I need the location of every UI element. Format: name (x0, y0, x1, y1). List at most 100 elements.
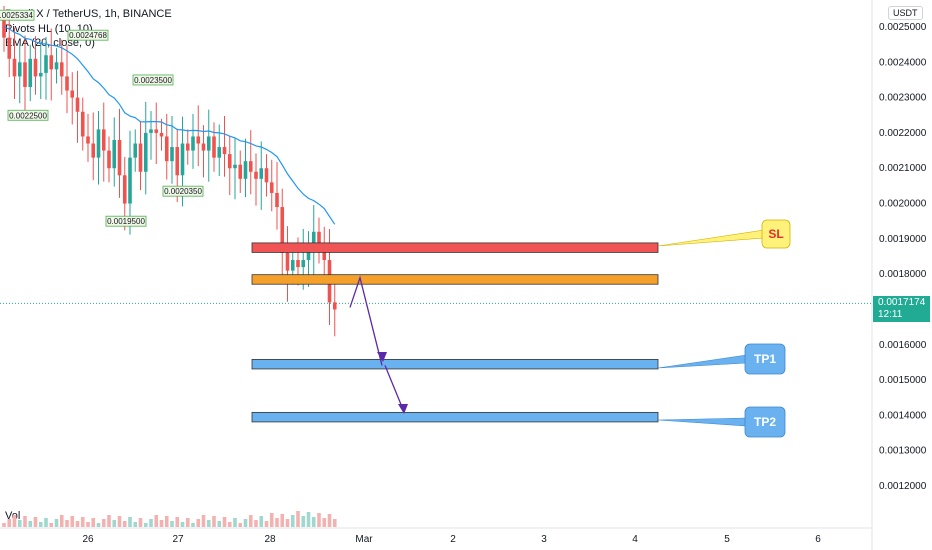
candle-body (196, 136, 201, 144)
candle-body (149, 129, 153, 133)
candle-body (128, 157, 132, 204)
candle-body (248, 161, 253, 172)
pivot-label: 0.0025334 (0, 11, 33, 20)
pivot-label-box (162, 185, 204, 197)
candle-body (154, 129, 159, 133)
entry-zone[interactable] (251, 274, 659, 285)
volume-bar (180, 522, 185, 527)
take-profit-2-callout-pointer (657, 417, 748, 427)
candle-body (264, 168, 269, 183)
volume-bar (128, 517, 132, 527)
volume-bar (65, 520, 69, 527)
candle-body (143, 132, 148, 172)
volume-bar (254, 520, 258, 527)
candle-body (217, 147, 222, 158)
volume-bar (54, 519, 59, 527)
currency-label[interactable]: USDT (888, 6, 923, 20)
candle-body (206, 136, 211, 151)
current-price-value: 0.0017174 (878, 297, 926, 308)
volume-bar (70, 516, 75, 527)
x-tick-label: 3 (541, 534, 547, 545)
volume-bar (112, 520, 117, 527)
volume-bar (2, 523, 6, 527)
volume-bar (17, 520, 22, 527)
candle-body (54, 62, 59, 70)
volume-bar (7, 519, 12, 527)
volume-bar (59, 515, 64, 527)
candle-body (164, 136, 169, 162)
volume-bar (227, 522, 232, 527)
stop-loss-callout[interactable] (761, 219, 791, 249)
candle-body (238, 164, 243, 179)
candle-body (107, 150, 111, 169)
candle-body (86, 136, 90, 144)
candle-body (275, 192, 279, 208)
candle-body (96, 129, 101, 158)
volume-bar (138, 518, 143, 527)
candle-body (227, 154, 232, 169)
volume-bar (107, 515, 111, 527)
volume-bar (91, 518, 96, 527)
pivot-label-box (105, 215, 147, 227)
volume-bar (33, 517, 38, 527)
take-profit-1-callout[interactable] (744, 343, 786, 375)
volume-bar (264, 521, 269, 527)
pivot-label-box (7, 109, 49, 121)
y-tick-label: 0.0023000 (879, 93, 927, 104)
volume-bar (275, 518, 279, 527)
y-tick-label: 0.0019000 (879, 234, 927, 245)
take-profit-2-callout-label: TP2 (754, 415, 776, 429)
x-tick-label: 2 (450, 534, 456, 545)
volume-bar (96, 523, 101, 527)
volume-bar (164, 516, 169, 527)
y-tick-label: 0.0020000 (879, 199, 927, 210)
arrow-head-2 (398, 404, 408, 414)
countdown-timer: 12:11 (878, 309, 903, 320)
stop-loss-zone[interactable] (251, 242, 659, 253)
y-tick-label: 0.0016000 (879, 340, 927, 351)
volume-bar (301, 516, 306, 527)
volume-bar (175, 517, 180, 527)
volume-bar (222, 517, 227, 527)
candle-body (322, 249, 327, 261)
volume-bar (191, 523, 195, 527)
candle-body (222, 147, 227, 155)
candle-body (175, 147, 180, 176)
take-profit-1-callout-label: TP1 (754, 352, 776, 366)
x-tick-label: 4 (632, 534, 638, 545)
candle-body (101, 129, 106, 151)
candle-body (112, 139, 117, 169)
candle-body (285, 252, 290, 271)
candle-body (28, 58, 33, 88)
pivot-label: 0.0023500 (134, 76, 172, 85)
y-tick-label: 0.0012000 (879, 481, 927, 492)
volume-bar (322, 518, 327, 527)
candle-body (38, 72, 43, 77)
volume-bar (185, 518, 190, 527)
candle-body (7, 37, 12, 59)
volume-bar (143, 523, 148, 527)
volume-bar (159, 520, 164, 527)
candle-body (59, 62, 64, 77)
stop-loss-callout-label: SL (768, 227, 783, 241)
candle-body (269, 182, 274, 193)
candle-body (311, 231, 316, 250)
candle-body (70, 90, 75, 98)
y-tick-label: 0.0025000 (879, 22, 927, 33)
volume-bar (154, 515, 159, 527)
volume-bar (28, 521, 33, 527)
take-profit-1-zone[interactable] (251, 359, 659, 370)
volume-bar (75, 521, 80, 527)
volume-bar (306, 512, 311, 527)
candle-body (2, 19, 6, 38)
pivot-label: 0.0024768 (69, 31, 107, 40)
take-profit-2-zone[interactable] (251, 411, 659, 423)
projection-arrow-2 (384, 365, 404, 410)
candle-body (138, 143, 143, 172)
volume-bar (44, 518, 48, 527)
candle-body (306, 249, 311, 261)
volume-bar (311, 517, 316, 527)
volume-bar (243, 519, 248, 527)
take-profit-2-callout[interactable] (744, 406, 786, 438)
